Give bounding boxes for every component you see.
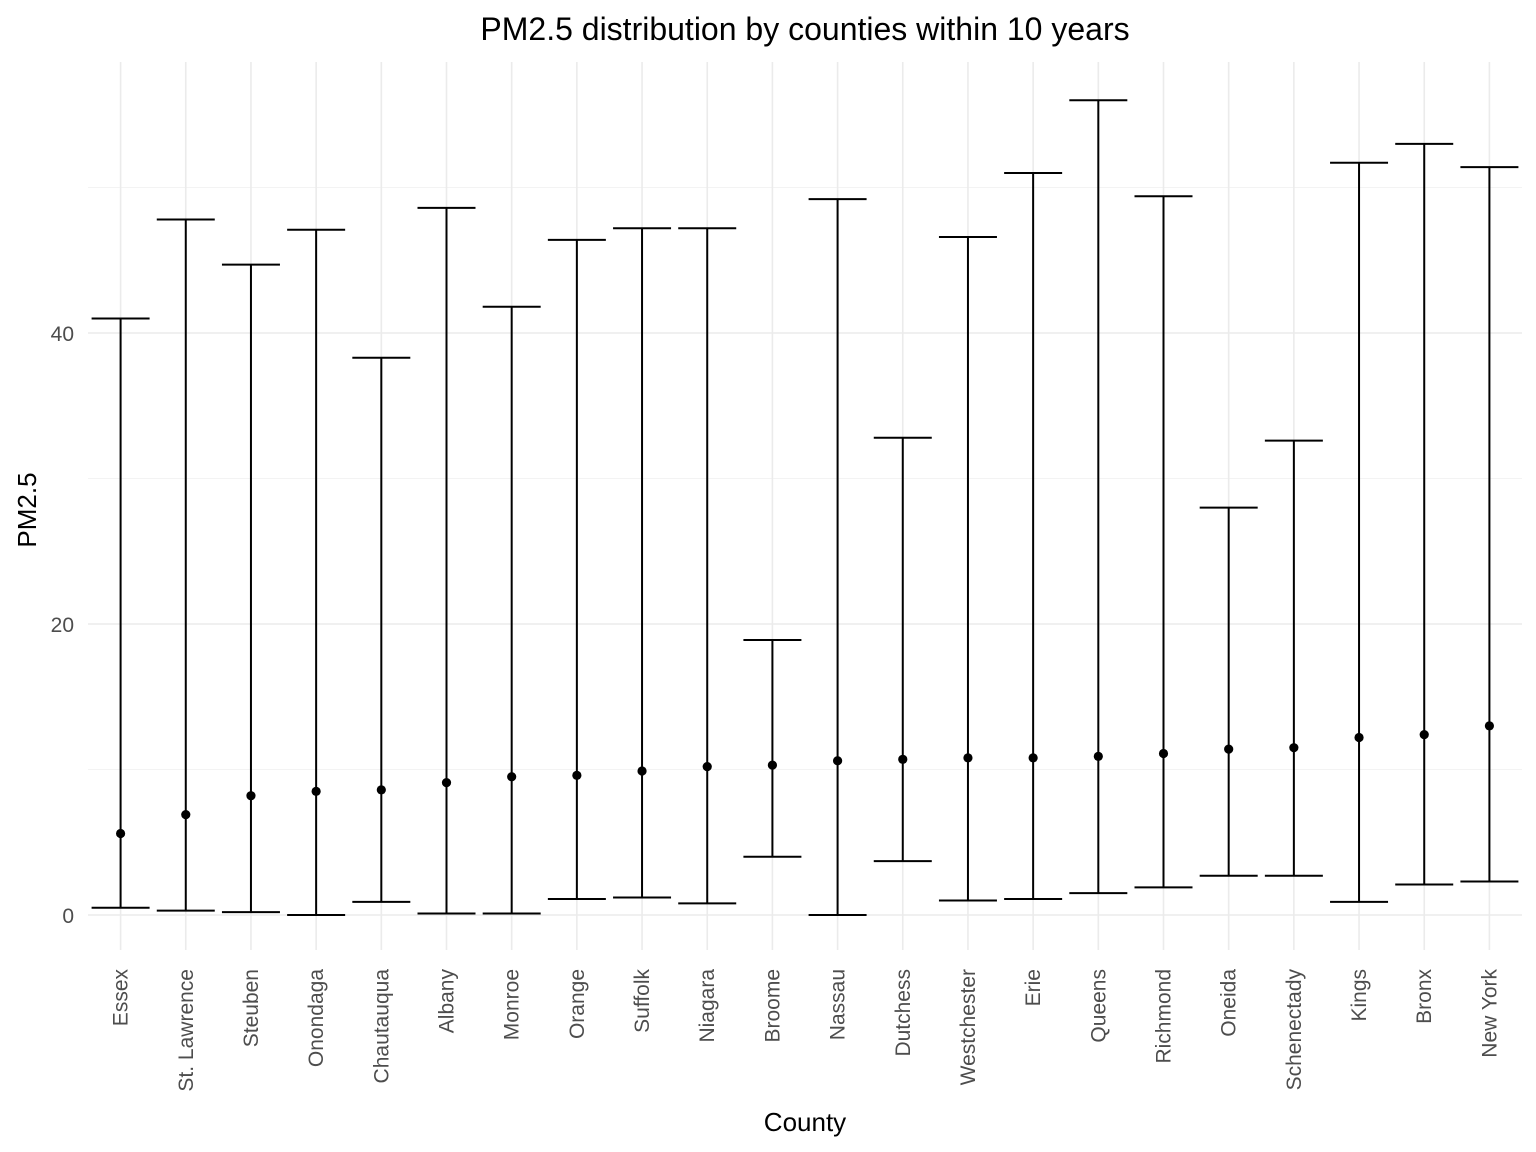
x-tick-labels: Essex St. Lawrence Steuben Onondaga Chautauq… — [110, 969, 1502, 1092]
errorbar-monroe — [482, 305, 541, 915]
x-tick-label: Nassau — [827, 969, 850, 1040]
chart-title: PM2.5 distribution by counties within 10… — [480, 11, 1129, 47]
x-tick-label: Richmond — [1153, 969, 1176, 1064]
mean-point — [1224, 744, 1234, 754]
x-tick-label: Queens — [1087, 969, 1110, 1043]
mean-point — [767, 760, 778, 770]
mean-point — [181, 810, 191, 820]
x-tick-label: Schenectady — [1283, 969, 1306, 1091]
errorbar-kings — [1330, 161, 1389, 903]
y-tick-label: 20 — [51, 614, 74, 637]
errorbar-westchester — [938, 235, 997, 902]
x-tick-label: New York — [1478, 969, 1501, 1058]
x-tick-label: Bronx — [1413, 969, 1436, 1024]
errorbar-broome — [743, 639, 802, 858]
x-tick-label: Broome — [761, 969, 784, 1043]
y-tick-label: 40 — [51, 323, 74, 346]
errorbar-chautauqua — [352, 356, 411, 903]
errorbar-bronx — [1395, 142, 1454, 886]
mean-point — [441, 777, 452, 788]
mean-point — [115, 828, 126, 839]
errorbar-suffolk — [613, 227, 672, 899]
x-tick-label: Steuben — [240, 969, 263, 1047]
x-tick-label: Monroe — [501, 969, 524, 1040]
x-tick-label: Dutchess — [892, 969, 915, 1057]
mean-point — [1484, 721, 1495, 731]
errorbar-orange — [547, 238, 606, 900]
mean-point — [832, 756, 843, 766]
mean-point — [1289, 743, 1299, 753]
mean-point — [507, 772, 517, 782]
mean-point — [898, 754, 908, 764]
x-tick-label: Orange — [566, 969, 589, 1039]
y-tick-label: 0 — [62, 905, 74, 928]
y-axis-title: PM2.5 — [12, 472, 42, 547]
x-tick-label: Oneida — [1218, 969, 1241, 1037]
errorbar-nassau — [808, 198, 867, 916]
errorbar-schenectady — [1264, 439, 1323, 877]
x-tick-label: Niagara — [696, 969, 719, 1043]
x-tick-label: Kings — [1348, 969, 1371, 1022]
errorbar-onondaga — [287, 228, 346, 916]
mean-point — [1028, 753, 1038, 763]
mean-point — [637, 766, 647, 776]
x-tick-label: Erie — [1022, 969, 1045, 1006]
x-tick-label: Essex — [110, 969, 133, 1027]
mean-point — [572, 770, 582, 780]
x-axis-title: County — [764, 1107, 846, 1137]
errorbar-niagara — [678, 227, 737, 905]
errorbar-st-lawrence — [156, 218, 215, 912]
mean-point — [311, 786, 321, 796]
errorbar-erie — [1004, 171, 1063, 900]
errorbar-new-york — [1460, 166, 1519, 883]
x-tick-label: Suffolk — [631, 969, 654, 1033]
x-tick-label: Chautauqua — [370, 969, 393, 1084]
mean-point — [1354, 732, 1364, 743]
mean-point — [246, 791, 256, 801]
x-tick-label: Albany — [436, 969, 459, 1034]
mean-point — [1158, 748, 1169, 759]
errorbar-oneida — [1199, 506, 1258, 877]
y-tick-labels: 0 20 40 — [51, 323, 74, 928]
errorbar-essex — [91, 317, 150, 909]
mean-point — [1419, 729, 1429, 740]
x-tick-label: Westchester — [957, 969, 980, 1085]
mean-point — [702, 761, 712, 772]
errorbar-queens — [1069, 99, 1128, 895]
errorbar-dutchess — [873, 436, 932, 863]
errorbar-richmond — [1134, 195, 1193, 889]
x-tick-label: Onondaga — [305, 969, 328, 1067]
errorbar-albany — [417, 206, 476, 915]
mean-point — [376, 785, 386, 795]
mean-point — [963, 753, 973, 763]
x-tick-label: St. Lawrence — [175, 969, 198, 1092]
errorbar-steuben — [221, 263, 280, 914]
errorbars — [91, 99, 1519, 916]
mean-point — [1093, 751, 1103, 762]
